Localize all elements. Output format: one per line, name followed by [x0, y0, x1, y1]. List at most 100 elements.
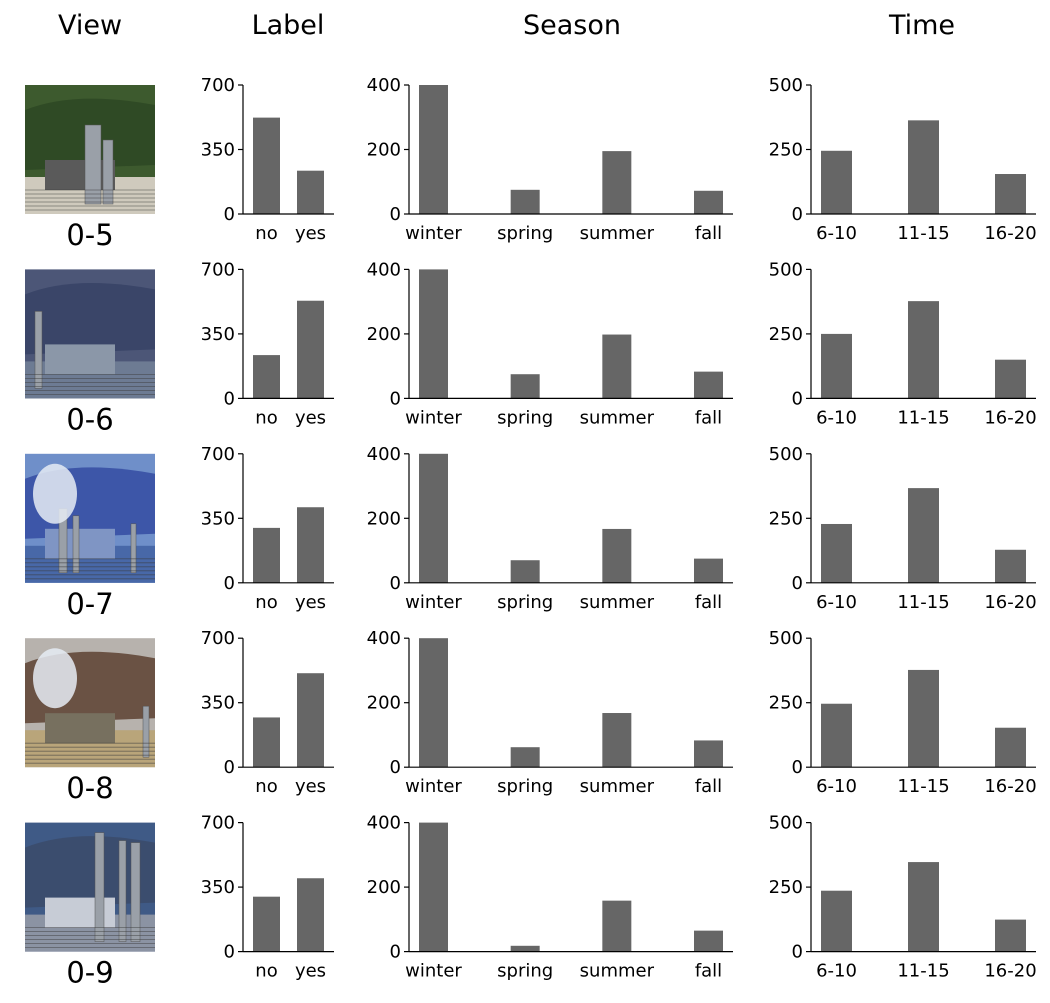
y-tick-label: 0	[390, 942, 401, 963]
x-tick-label: 6-10	[816, 961, 857, 982]
view-thumbnail-0-8	[25, 638, 155, 768]
y-tick-label: 500	[769, 813, 803, 834]
y-tick-label: 350	[201, 508, 235, 529]
y-tick-label: 350	[201, 693, 235, 714]
bar-6-10	[821, 333, 852, 399]
x-tick-label: summer	[580, 592, 655, 613]
x-tick-label: yes	[295, 776, 326, 797]
bar-16-20	[995, 549, 1026, 583]
x-tick-label: 11-15	[897, 407, 949, 428]
bar-16-20	[995, 174, 1026, 214]
x-tick-label: 6-10	[816, 776, 857, 797]
y-tick-label: 500	[769, 444, 803, 465]
thumbnail-hillside	[25, 282, 155, 355]
bar-winter	[419, 822, 448, 952]
y-tick-label: 400	[367, 259, 401, 280]
bar-summer	[602, 151, 632, 214]
bar-winter	[419, 269, 448, 399]
bar-6-10	[821, 703, 852, 768]
y-tick-label: 400	[367, 628, 401, 649]
bar-16-20	[995, 919, 1026, 952]
thumbnail-smoke	[33, 463, 77, 524]
x-tick-label: summer	[580, 407, 655, 428]
bar-11-15	[908, 301, 939, 399]
bar-no	[253, 527, 280, 583]
x-tick-label: no	[255, 776, 277, 797]
bar-fall	[694, 740, 723, 768]
thumbnail-smokestack	[34, 311, 43, 389]
bar-yes	[297, 170, 324, 214]
y-tick-label: 500	[769, 259, 803, 280]
bar-yes	[297, 673, 324, 768]
bar-no	[253, 117, 280, 214]
bar-winter	[419, 453, 448, 583]
y-tick-label: 0	[792, 204, 803, 225]
x-tick-label: 16-20	[984, 223, 1036, 244]
thumbnail-smokestack	[130, 523, 137, 574]
bar-16-20	[995, 359, 1026, 399]
view-id-label: 0-5	[66, 218, 113, 252]
bar-fall	[694, 930, 723, 952]
view-thumbnail-0-9	[25, 822, 155, 952]
thumbnail-smokestack	[102, 139, 114, 205]
bar-chart-season-0-6: winter spring summer fall 0 200 400	[367, 259, 733, 428]
bar-no	[253, 717, 280, 768]
bar-chart-time-0-6: 6-10 11-15 16-20 0 250 500	[769, 259, 1037, 428]
bar-spring	[510, 374, 540, 399]
y-tick-label: 400	[367, 813, 401, 834]
bar-summer	[602, 900, 632, 952]
thumbnail-building	[45, 344, 115, 375]
bar-6-10	[821, 150, 852, 214]
y-tick-label: 0	[792, 757, 803, 778]
x-tick-label: summer	[580, 223, 655, 244]
x-tick-label: summer	[580, 776, 655, 797]
header-season: Season	[523, 10, 621, 41]
y-tick-label: 400	[367, 75, 401, 96]
header-label: Label	[251, 10, 325, 41]
thumbnail-smokestack	[84, 124, 102, 205]
y-tick-label: 200	[367, 140, 401, 161]
bar-no	[253, 896, 280, 952]
y-tick-label: 0	[390, 757, 401, 778]
y-tick-label: 400	[367, 444, 401, 465]
y-tick-label: 350	[201, 877, 235, 898]
view-id-label: 0-7	[66, 587, 113, 621]
x-tick-label: 11-15	[897, 776, 949, 797]
x-tick-label: yes	[295, 961, 326, 982]
x-tick-label: winter	[405, 592, 462, 613]
bar-chart-label-0-7: no yes 0 350 700	[201, 444, 334, 613]
y-tick-label: 250	[769, 693, 803, 714]
y-tick-label: 0	[224, 388, 235, 409]
y-tick-label: 700	[201, 259, 235, 280]
bar-chart-time-0-7: 6-10 11-15 16-20 0 250 500	[769, 444, 1037, 613]
bar-16-20	[995, 727, 1026, 768]
y-tick-label: 0	[390, 388, 401, 409]
y-tick-label: 0	[224, 757, 235, 778]
thumbnail-smoke	[33, 648, 77, 709]
y-tick-label: 250	[769, 508, 803, 529]
y-tick-label: 250	[769, 324, 803, 345]
x-tick-label: no	[255, 961, 277, 982]
thumbnail-smokestack	[94, 832, 105, 942]
x-tick-label: fall	[695, 407, 722, 428]
view-id-label: 0-8	[66, 771, 113, 805]
bar-yes	[297, 507, 324, 583]
y-tick-label: 0	[390, 204, 401, 225]
y-tick-label: 0	[792, 388, 803, 409]
y-tick-label: 250	[769, 140, 803, 161]
x-tick-label: winter	[405, 407, 462, 428]
bar-chart-season-0-5: winter spring summer fall 0 200 400	[367, 75, 733, 244]
bar-spring	[510, 189, 540, 214]
bar-chart-label-0-5: no yes 0 350 700	[201, 75, 334, 244]
thumbnail-building	[45, 897, 115, 928]
bar-chart-season-0-8: winter spring summer fall 0 200 400	[367, 628, 733, 797]
bar-chart-time-0-5: 6-10 11-15 16-20 0 250 500	[769, 75, 1037, 244]
x-tick-label: spring	[497, 961, 553, 982]
y-tick-label: 700	[201, 444, 235, 465]
x-tick-label: no	[255, 592, 277, 613]
x-tick-label: yes	[295, 407, 326, 428]
y-tick-label: 250	[769, 877, 803, 898]
x-tick-label: 16-20	[984, 407, 1036, 428]
x-tick-label: spring	[497, 592, 553, 613]
bar-fall	[694, 371, 723, 399]
